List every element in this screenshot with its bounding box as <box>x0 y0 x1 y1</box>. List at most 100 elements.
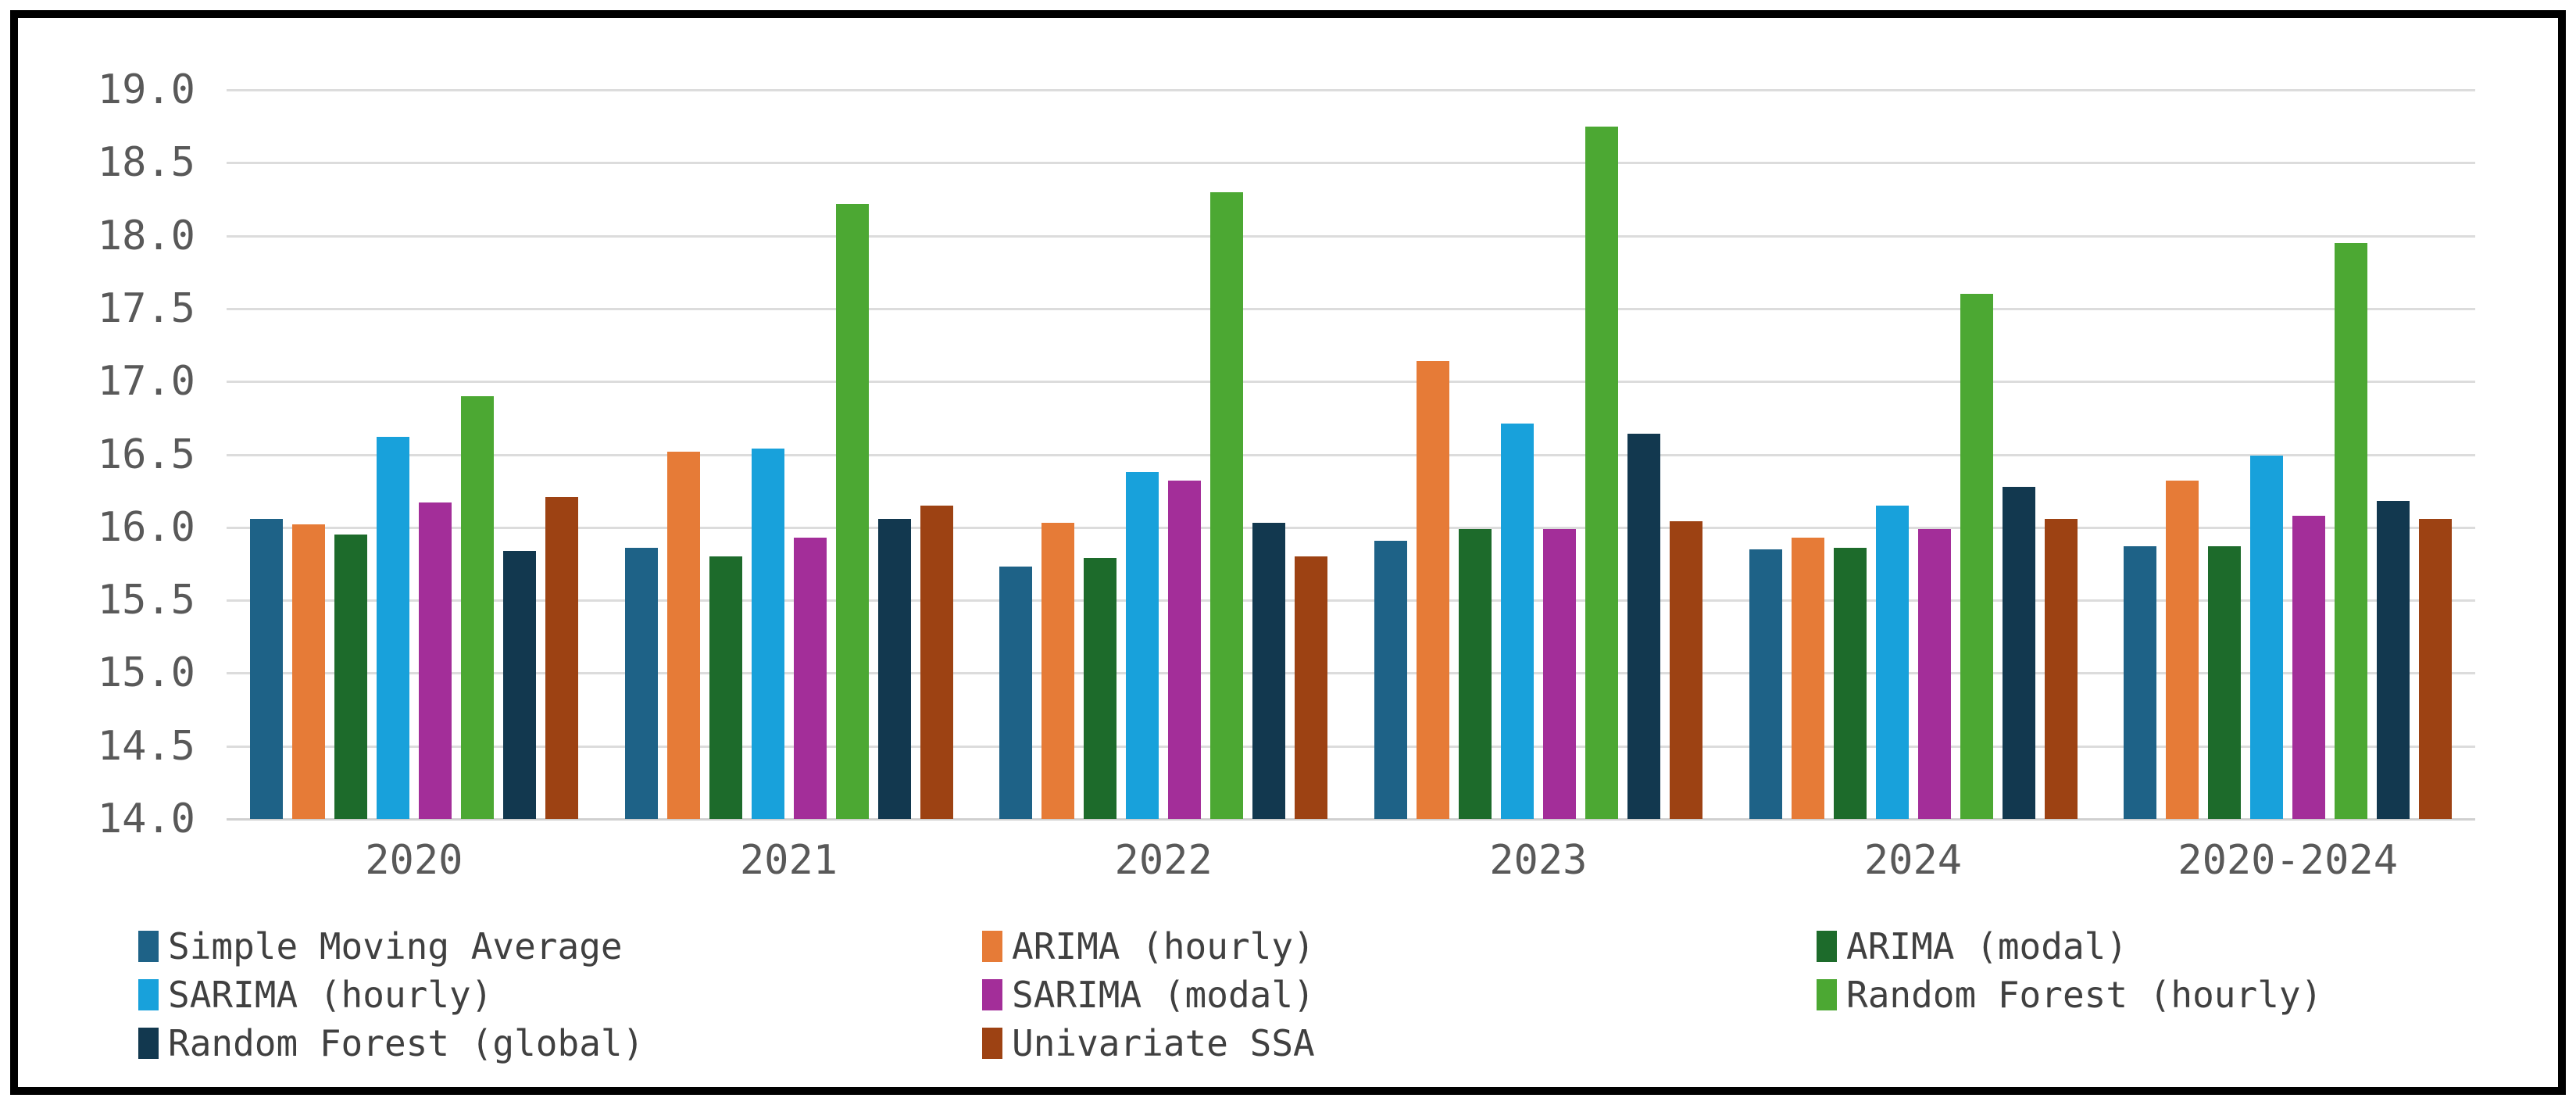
bar-random-forest-hourly-2020-2024 <box>2335 242 2367 819</box>
bar-univariate-ssa-2024 <box>2045 518 2078 819</box>
bar-univariate-ssa-2023 <box>1670 521 1702 819</box>
legend-label: ARIMA (hourly) <box>1012 925 1315 967</box>
bar-random-forest-global-2022 <box>1252 523 1285 819</box>
legend-swatch-icon <box>138 979 159 1010</box>
legend-column: ARIMA (modal) Random Forest (hourly) <box>1817 922 2322 1019</box>
legend-label: Random Forest (global) <box>168 1022 645 1064</box>
gridline <box>227 599 2475 603</box>
bar-arima-hourly-2021 <box>667 451 700 819</box>
bar-sarima-hourly-2024 <box>1876 505 1909 819</box>
bar-arima-hourly-2020-2024 <box>2166 481 2199 819</box>
y-axis-tick-label: 16.5 <box>97 431 195 478</box>
bar-simple-moving-average-2024 <box>1749 549 1782 819</box>
gridline <box>227 453 2475 456</box>
legend-label: SARIMA (hourly) <box>168 974 493 1016</box>
bar-univariate-ssa-2020 <box>545 496 578 819</box>
y-axis-tick-label: 17.0 <box>97 358 195 406</box>
bar-arima-modal-2023 <box>1459 528 1492 819</box>
bar-sarima-modal-2021 <box>794 537 827 819</box>
legend-swatch-icon <box>982 931 1002 962</box>
gridline <box>227 381 2475 384</box>
bar-random-forest-global-2024 <box>2003 486 2035 819</box>
bar-random-forest-hourly-2024 <box>1960 294 1993 819</box>
gridline <box>227 307 2475 310</box>
legend-item-sarima-modal: SARIMA (modal) <box>982 971 1315 1019</box>
bar-arima-modal-2021 <box>709 556 742 819</box>
legend-label: SARIMA (modal) <box>1012 974 1315 1016</box>
y-axis-tick-label: 14.5 <box>97 722 195 770</box>
gridline <box>227 745 2475 748</box>
gridline <box>227 818 2475 821</box>
bar-simple-moving-average-2023 <box>1374 540 1407 819</box>
bar-simple-moving-average-2021 <box>625 547 658 819</box>
bar-random-forest-hourly-2020 <box>461 395 494 819</box>
bar-random-forest-global-2021 <box>878 518 911 819</box>
legend-item-arima-modal: ARIMA (modal) <box>1817 922 2322 971</box>
bar-simple-moving-average-2022 <box>999 567 1032 819</box>
bar-sarima-hourly-2022 <box>1126 471 1159 819</box>
bar-sarima-hourly-2021 <box>752 449 784 819</box>
bar-arima-modal-2020 <box>334 535 367 819</box>
bar-sarima-modal-2022 <box>1168 481 1201 819</box>
gridline <box>227 162 2475 165</box>
legend-label: Simple Moving Average <box>168 925 623 967</box>
y-axis-tick-label: 15.0 <box>97 649 195 697</box>
bar-arima-hourly-2023 <box>1417 361 1449 819</box>
bar-random-forest-global-2020 <box>503 550 536 819</box>
bar-simple-moving-average-2020 <box>250 518 283 819</box>
y-axis-tick-label: 18.5 <box>97 139 195 187</box>
legend-swatch-icon <box>1817 931 1837 962</box>
legend-swatch-icon <box>982 1028 1002 1059</box>
legend-label: ARIMA (modal) <box>1846 925 2128 967</box>
legend-item-sarima-hourly: SARIMA (hourly) <box>138 971 644 1019</box>
legend-swatch-icon <box>138 1028 159 1059</box>
x-axis-tick-label: 2020 <box>365 837 463 884</box>
bar-sarima-modal-2024 <box>1918 528 1951 819</box>
legend-column: ARIMA (hourly) SARIMA (modal) Univariate S… <box>982 922 1315 1067</box>
bar-univariate-ssa-2020-2024 <box>2419 518 2452 819</box>
bar-sarima-modal-2020 <box>419 502 452 819</box>
y-axis-tick-label: 15.5 <box>97 577 195 624</box>
legend-item-random-forest-hourly: Random Forest (hourly) <box>1817 971 2322 1019</box>
bar-sarima-modal-2023 <box>1543 528 1576 819</box>
bar-random-forest-global-2023 <box>1627 434 1660 819</box>
legend-item-arima-hourly: ARIMA (hourly) <box>982 922 1315 971</box>
y-axis-tick-label: 14.0 <box>97 796 195 842</box>
y-axis-tick-label: 17.5 <box>97 284 195 332</box>
bar-simple-moving-average-2020-2024 <box>2124 546 2156 819</box>
bar-arima-hourly-2022 <box>1041 523 1074 819</box>
bar-arima-modal-2022 <box>1084 557 1117 819</box>
legend-swatch-icon <box>1817 979 1837 1010</box>
bar-sarima-hourly-2020 <box>377 437 409 819</box>
x-axis-tick-label: 2022 <box>1114 837 1213 884</box>
bar-arima-modal-2020-2024 <box>2208 546 2241 819</box>
legend-label: Random Forest (hourly) <box>1846 974 2323 1016</box>
legend-item-random-forest-global: Random Forest (global) <box>138 1019 644 1067</box>
gridline <box>227 672 2475 675</box>
bar-random-forest-global-2020-2024 <box>2377 501 2410 819</box>
x-axis-tick-label: 2021 <box>739 837 838 884</box>
legend-item-simple-moving-average: Simple Moving Average <box>138 922 644 971</box>
legend-column: Simple Moving Average SARIMA (hourly) Rand… <box>138 922 644 1067</box>
bar-random-forest-hourly-2022 <box>1210 191 1243 819</box>
y-axis-tick-label: 18.0 <box>97 212 195 259</box>
bar-random-forest-hourly-2021 <box>836 203 869 819</box>
bar-random-forest-hourly-2023 <box>1585 126 1618 819</box>
legend-label: Univariate SSA <box>1012 1022 1315 1064</box>
gridline <box>227 89 2475 91</box>
x-axis-tick-label: 2023 <box>1489 837 1588 884</box>
bar-arima-modal-2024 <box>1834 547 1867 819</box>
gridline <box>227 234 2475 238</box>
gridline <box>227 526 2475 529</box>
bar-arima-hourly-2024 <box>1792 537 1824 819</box>
legend-item-univariate-ssa: Univariate SSA <box>982 1019 1315 1067</box>
y-axis-tick-label: 19.0 <box>97 66 195 113</box>
bar-arima-hourly-2020 <box>292 524 325 819</box>
legend-swatch-icon <box>982 979 1002 1010</box>
bar-sarima-modal-2020-2024 <box>2292 515 2325 819</box>
y-axis-tick-label: 16.0 <box>97 503 195 551</box>
x-axis-tick-label: 2020-2024 <box>2178 837 2399 884</box>
x-axis-tick-label: 2024 <box>1863 837 1963 884</box>
bar-sarima-hourly-2020-2024 <box>2250 456 2283 819</box>
